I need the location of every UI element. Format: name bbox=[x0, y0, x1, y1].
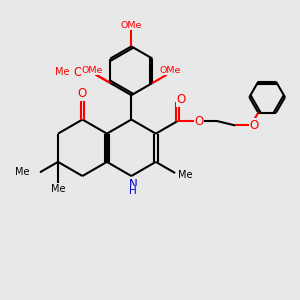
Text: Me: Me bbox=[51, 184, 65, 194]
Text: OMe: OMe bbox=[82, 65, 103, 74]
Text: Me: Me bbox=[55, 67, 69, 77]
Text: Me: Me bbox=[15, 167, 30, 177]
Text: O: O bbox=[177, 93, 186, 106]
Text: O: O bbox=[74, 66, 83, 79]
Text: OMe: OMe bbox=[160, 65, 181, 74]
Text: Me: Me bbox=[178, 169, 192, 179]
Text: O: O bbox=[250, 119, 259, 132]
Text: O: O bbox=[78, 87, 87, 100]
Text: N: N bbox=[128, 178, 137, 191]
Text: O: O bbox=[194, 115, 204, 128]
Text: OMe: OMe bbox=[121, 21, 142, 30]
Text: H: H bbox=[129, 187, 137, 196]
